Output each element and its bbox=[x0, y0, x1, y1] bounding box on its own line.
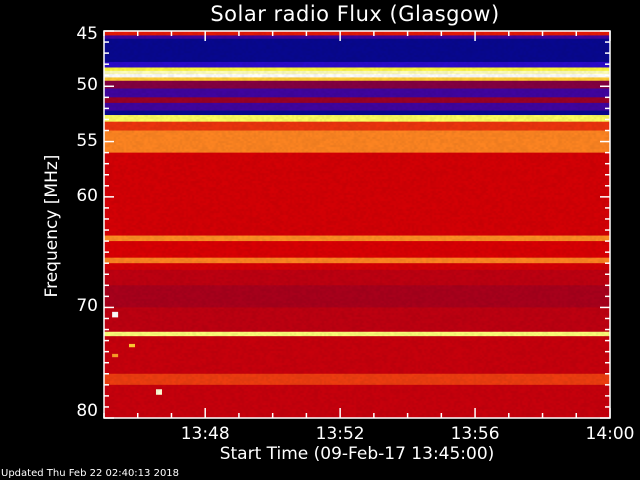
x-tick-label: 13:48 bbox=[165, 424, 245, 444]
y-tick-label: 55 bbox=[60, 131, 98, 151]
y-tick-label: 80 bbox=[60, 401, 98, 421]
x-tick-label: 13:56 bbox=[435, 424, 515, 444]
y-tick-label: 60 bbox=[60, 186, 98, 206]
spectrogram-texture bbox=[104, 31, 610, 418]
x-axis-label: Start Time (09-Feb-17 13:45:00) bbox=[104, 444, 610, 464]
x-tick-label: 13:52 bbox=[300, 424, 380, 444]
x-tick-label: 14:00 bbox=[570, 424, 640, 444]
y-tick-label: 45 bbox=[60, 24, 98, 44]
y-tick-label: 70 bbox=[60, 296, 98, 316]
y-axis-label: Frequency [MHz] bbox=[42, 146, 62, 306]
y-tick-label: 50 bbox=[60, 75, 98, 95]
updated-timestamp: Updated Thu Feb 22 02:40:13 2018 bbox=[1, 468, 179, 479]
